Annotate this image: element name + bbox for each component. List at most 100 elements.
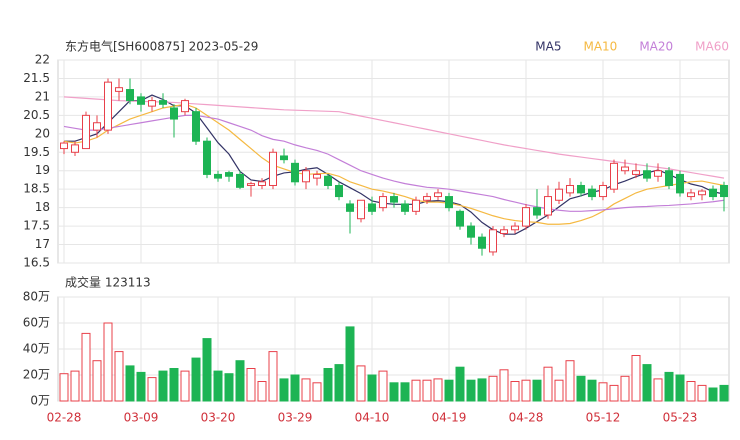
volume-bar xyxy=(719,384,729,402)
candle-body xyxy=(269,151,277,186)
chart-title: 东方电气[SH600875] 2023-05-29 xyxy=(65,39,258,54)
volume-bar xyxy=(422,379,432,402)
candle-body xyxy=(489,229,497,253)
volume-bar xyxy=(125,365,135,402)
candle-body xyxy=(412,199,420,212)
candle-body xyxy=(302,170,310,183)
candle-body xyxy=(687,192,695,198)
candle-body xyxy=(654,170,662,177)
volume-bar xyxy=(554,379,564,402)
volume-bar xyxy=(697,384,707,402)
candle-body xyxy=(192,111,200,142)
candle-body xyxy=(445,196,453,209)
volume-bar xyxy=(664,371,674,402)
volume-bar xyxy=(411,379,421,402)
candle-body xyxy=(698,190,706,196)
candle-body xyxy=(71,144,79,153)
volume-bar xyxy=(202,338,212,402)
volume-bar xyxy=(565,360,575,402)
volume-bar xyxy=(466,379,476,402)
candle-body xyxy=(357,199,365,220)
candle-body xyxy=(610,162,618,190)
candle-body xyxy=(115,87,123,92)
x-tick-label: 04-28 xyxy=(509,411,544,425)
volume-bar xyxy=(59,373,69,402)
volume-bar xyxy=(521,379,531,402)
volume-bar xyxy=(686,381,696,402)
x-tick-label: 03-29 xyxy=(278,411,313,425)
candle-body xyxy=(566,184,574,194)
y-tick-label: 0万 xyxy=(30,394,50,408)
volume-bar xyxy=(378,370,388,402)
candle-body xyxy=(522,207,530,227)
candle-body xyxy=(368,203,376,212)
y-tick-label: 60万 xyxy=(23,316,50,330)
candle-body xyxy=(588,188,596,198)
candle-body xyxy=(467,225,475,238)
candle-body xyxy=(379,196,387,209)
candle-body xyxy=(434,192,442,198)
volume-bar xyxy=(367,374,377,402)
candle-body xyxy=(665,170,673,186)
candle-body xyxy=(159,100,167,105)
candle-body xyxy=(478,236,486,249)
volume-bar xyxy=(147,377,157,402)
volume-bar xyxy=(389,382,399,402)
volume-bar xyxy=(158,370,168,402)
candle-body xyxy=(203,140,211,175)
volume-bar xyxy=(653,378,663,402)
y-tick-label: 20.5 xyxy=(23,108,50,122)
candle-body xyxy=(544,196,552,216)
volume-bar xyxy=(136,371,146,402)
y-tick-label: 16.5 xyxy=(23,256,50,270)
candle-body xyxy=(93,122,101,131)
candle-body xyxy=(170,107,178,120)
x-tick-label: 05-23 xyxy=(663,411,698,425)
candle-body xyxy=(423,196,431,201)
y-tick-label: 19 xyxy=(35,163,50,177)
volume-bar xyxy=(246,368,256,402)
volume-bar xyxy=(675,374,685,402)
y-tick-label: 21.5 xyxy=(23,71,50,85)
volume-bar xyxy=(345,326,355,402)
y-tick-label: 80万 xyxy=(23,290,50,304)
volume-bar xyxy=(169,368,179,402)
volume-bar xyxy=(433,378,443,402)
candle-body xyxy=(599,184,607,198)
candle-body xyxy=(280,155,288,161)
volume-bar xyxy=(477,378,487,402)
volume-bar xyxy=(455,366,465,402)
candle-body xyxy=(709,188,717,198)
volume-bar xyxy=(576,375,586,402)
x-tick-label: 05-12 xyxy=(586,411,621,425)
candle-body xyxy=(181,100,189,113)
volume-bar xyxy=(235,360,245,402)
volume-bar xyxy=(334,364,344,402)
x-tick-label: 03-09 xyxy=(124,411,159,425)
candle-body xyxy=(148,100,156,107)
volume-bar xyxy=(444,379,454,402)
legend-entry: MA60 xyxy=(695,40,729,54)
candle-body xyxy=(258,181,266,186)
volume-bar xyxy=(70,370,80,402)
y-tick-label: 18 xyxy=(35,200,50,214)
volume-bar xyxy=(290,374,300,402)
volume-bar xyxy=(81,332,91,402)
candle-body xyxy=(720,184,728,198)
volume-bar xyxy=(488,375,498,402)
volume-bar xyxy=(499,369,509,402)
y-tick-label: 17 xyxy=(35,237,50,251)
candle-body xyxy=(236,173,244,188)
candle-body xyxy=(214,173,222,179)
candle-body xyxy=(313,173,321,179)
volume-bar xyxy=(400,382,410,402)
candle-body xyxy=(632,170,640,175)
candle-body xyxy=(555,188,563,201)
candle-body xyxy=(335,184,343,198)
volume-bar xyxy=(180,370,190,402)
candle-body xyxy=(346,203,354,212)
volume-bar xyxy=(103,322,113,402)
volume-bar xyxy=(312,382,322,402)
y-tick-label: 20万 xyxy=(23,368,50,382)
